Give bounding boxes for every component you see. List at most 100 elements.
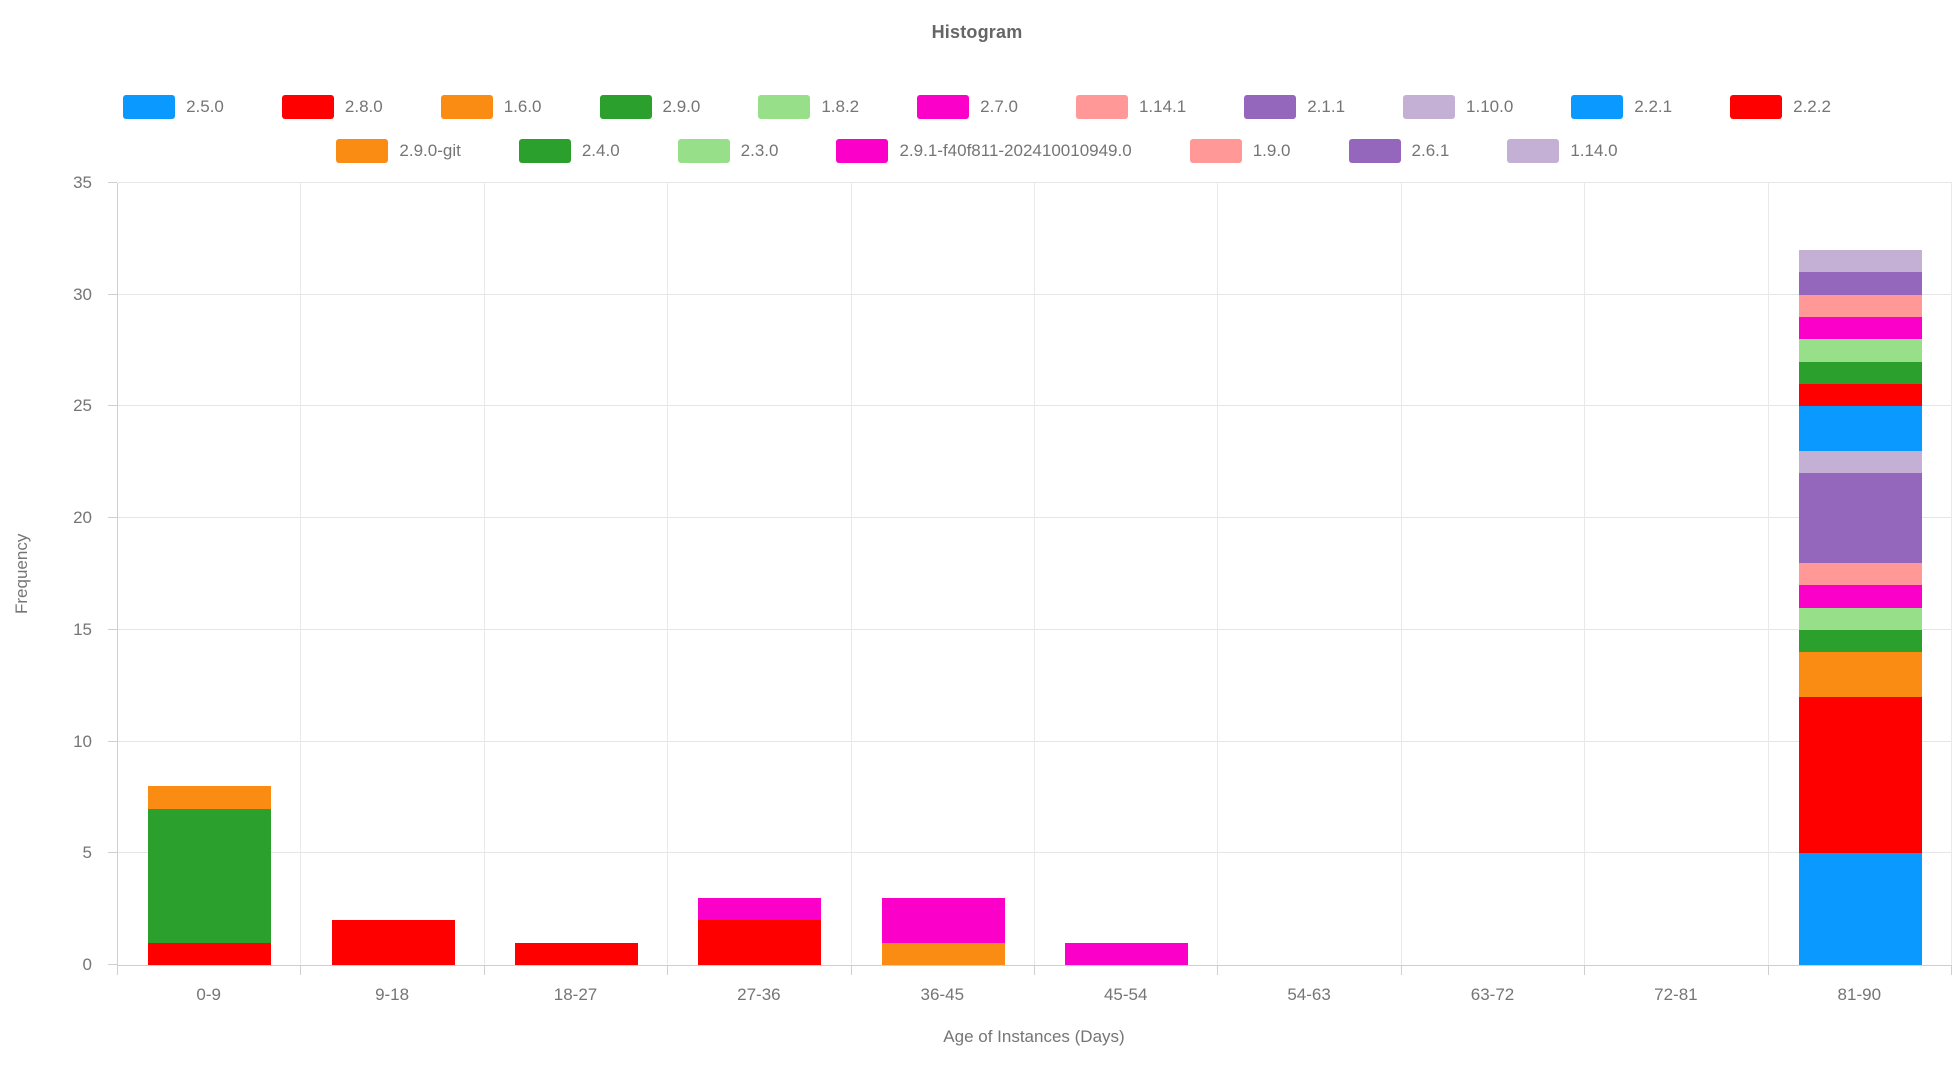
legend-row: 2.9.0-git 2.4.0 2.3.0 2.9.1-f40f811-2024100… (0, 139, 1954, 163)
legend-label: 1.14.1 (1138, 97, 1187, 116)
bar-segment-2.7.0-45-54[interactable] (1065, 942, 1189, 965)
legend-label: 2.2.1 (1634, 97, 1673, 116)
legend-swatch (123, 95, 176, 119)
legend-swatch (281, 95, 334, 119)
legend-swatch (336, 139, 389, 163)
bar-segment-1.14.0-81-90[interactable] (1798, 250, 1922, 273)
bar-segment-1.8.2-81-90[interactable] (1798, 607, 1922, 630)
bar-segment-2.9.0-0-9[interactable] (148, 808, 272, 943)
bar-segment-2.6.1-81-90[interactable] (1798, 272, 1922, 295)
bar-segment-1.6.0-36-45[interactable] (881, 942, 1005, 965)
x-axis-tick (1217, 966, 1219, 975)
legend-item-1.8.2[interactable]: 1.8.2 (758, 95, 859, 119)
y-axis-tick (108, 405, 117, 407)
x-tick-label: 63-72 (1470, 985, 1515, 1004)
bar-segment-2.8.0-0-9[interactable] (148, 942, 272, 965)
legend-item-2.1.1[interactable]: 2.1.1 (1244, 95, 1345, 119)
x-axis-tick (300, 966, 302, 975)
legend-swatch (758, 95, 811, 119)
y-tick-label: 0 (82, 955, 92, 974)
x-tick-label: 18-27 (553, 985, 598, 1004)
y-axis-tick (108, 628, 117, 630)
bar-segment-1.9.0-81-90[interactable] (1798, 294, 1922, 318)
x-axis-tick (850, 966, 852, 975)
bar-segment-2.1.1-81-90[interactable] (1798, 473, 1922, 563)
bar-segment-2.9.0-git-0-9[interactable] (148, 786, 272, 809)
legend-item-2.8.0[interactable]: 2.8.0 (281, 95, 383, 119)
legend-label: 2.5.0 (186, 97, 224, 116)
legend-item-2.2.2[interactable]: 2.2.2 (1730, 95, 1831, 119)
x-tick-label: 81-90 (1837, 985, 1882, 1004)
legend-swatch (836, 139, 889, 163)
y-axis-tick (108, 964, 117, 965)
legend-swatch (917, 95, 970, 119)
legend-swatch (1075, 95, 1128, 119)
x-tick-label: 27-36 (737, 985, 781, 1004)
v-gridline (1217, 183, 1219, 965)
x-tick-label: 72-81 (1654, 985, 1698, 1004)
bar-segment-2.7.0-36-45[interactable] (881, 898, 1005, 943)
legend-label: 2.2.2 (1793, 97, 1831, 116)
v-gridline (1767, 183, 1769, 965)
legend-item-1.10.0[interactable]: 1.10.0 (1403, 95, 1513, 119)
y-axis-tick (108, 852, 117, 854)
x-axis-tick (1034, 966, 1035, 975)
legend-item-2.9.0[interactable]: 2.9.0 (599, 95, 701, 119)
bar-segment-2.7.0-27-36[interactable] (698, 898, 822, 921)
legend-item-2.6.1[interactable]: 2.6.1 (1348, 139, 1449, 163)
legend-item-2.5.0[interactable]: 2.5.0 (123, 95, 224, 119)
bar-segment-2.2.1-81-90[interactable] (1798, 406, 1922, 452)
legend-item-2.4.0[interactable]: 2.4.0 (518, 139, 620, 163)
v-gridline (300, 183, 302, 965)
y-axis-tick (108, 293, 117, 295)
bar-segment-2.9.1-f40f811-202410010949.0-81-90[interactable] (1798, 317, 1922, 340)
x-tick-label: 36-45 (920, 985, 965, 1004)
bar-segment-2.8.0-18-27[interactable] (515, 942, 638, 965)
x-tick-label: 9-18 (375, 985, 410, 1004)
bar-segment-2.5.0-81-90[interactable] (1798, 853, 1922, 965)
v-gridline (1584, 183, 1586, 965)
legend-item-2.2.1[interactable]: 2.2.1 (1571, 95, 1672, 119)
legend-swatch (1244, 95, 1297, 119)
legend-item-1.14.1[interactable]: 1.14.1 (1075, 95, 1187, 119)
legend-swatch (677, 139, 730, 163)
legend-label: 2.8.0 (344, 97, 383, 116)
h-gridline (118, 405, 1952, 407)
legend-item-2.9.1-f40f811-202410010949.0[interactable]: 2.9.1-f40f811-202410010949.0 (836, 139, 1132, 163)
legend-item-1.14.0[interactable]: 1.14.0 (1507, 139, 1618, 163)
x-tick-label: 54-63 (1287, 985, 1331, 1004)
legend-item-2.9.0-git[interactable]: 2.9.0-git (336, 139, 461, 163)
h-gridline (118, 740, 1952, 742)
legend-swatch (1403, 95, 1456, 119)
bar-segment-1.14.1-81-90[interactable] (1798, 562, 1922, 586)
bar-segment-2.8.0-27-36[interactable] (698, 920, 822, 965)
bar-segment-2.7.0-81-90[interactable] (1798, 585, 1922, 608)
bar-segment-1.10.0-81-90[interactable] (1798, 451, 1922, 474)
bar-segment-2.4.0-81-90[interactable] (1798, 361, 1922, 385)
legend-item-1.9.0[interactable]: 1.9.0 (1189, 139, 1291, 163)
v-gridline (1034, 183, 1035, 965)
bar-segment-1.6.0-81-90[interactable] (1798, 652, 1922, 697)
x-axis-tick (1767, 966, 1769, 975)
legend-item-2.7.0[interactable]: 2.7.0 (917, 95, 1018, 119)
y-tick-label: 25 (73, 396, 92, 416)
legend-swatch (440, 95, 493, 119)
y-axis-tick (108, 182, 117, 183)
legend-label: 2.9.0 (662, 97, 701, 116)
x-axis-tick (483, 966, 485, 975)
x-axis-tick (1951, 966, 1952, 975)
legend: 2.5.0 2.8.0 1.6.0 2.9.0 1.8.2 2.7.0 1.14.1 2.1.… (0, 95, 1954, 183)
legend-label: 1.9.0 (1252, 141, 1291, 160)
bar-segment-2.2.2-81-90[interactable] (1798, 384, 1922, 407)
h-gridline (118, 293, 1952, 295)
legend-swatch (1507, 139, 1560, 163)
bar-segment-2.9.0-81-90[interactable] (1798, 629, 1922, 653)
bar-segment-2.3.0-81-90[interactable] (1798, 339, 1922, 362)
bar-segment-2.8.0-81-90[interactable] (1798, 696, 1922, 854)
legend-item-2.3.0[interactable]: 2.3.0 (677, 139, 778, 163)
legend-item-1.6.0[interactable]: 1.6.0 (440, 95, 542, 119)
y-tick-label: 10 (73, 731, 92, 751)
x-tick-label: 45-54 (1103, 985, 1148, 1004)
bar-segment-2.8.0-9-18[interactable] (331, 920, 455, 965)
